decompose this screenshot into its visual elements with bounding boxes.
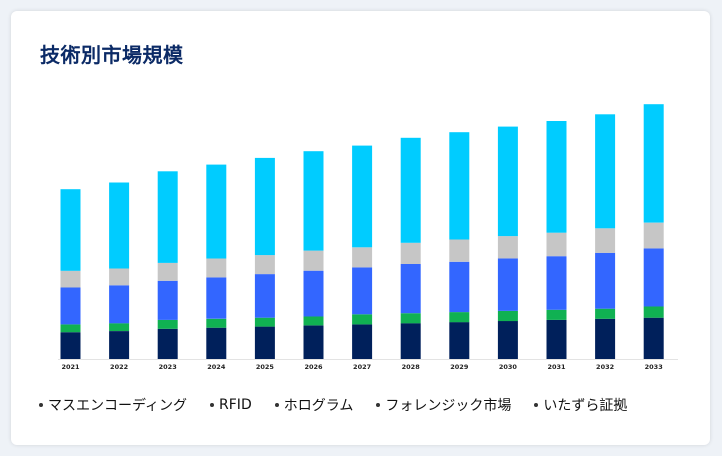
bar-segment-2025-series-2 [254,274,275,318]
x-tick-label: 2030 [499,363,518,371]
stacked-bar-chart: 2021 2022 2023 2024 2025 2026 2027 2028 2029 2030… [58,104,678,371]
x-tick-label: 2021 [61,363,80,371]
bar-segment-2031-series-0 [546,319,567,359]
bar-segment-2032-series-0 [595,318,616,359]
bar-segment-2025-series-4 [254,157,275,256]
bar-segment-2031-series-3 [546,232,567,257]
chart-title: 技術別市場規模 [40,43,184,67]
legend-item: いたずら証拠 [534,395,627,415]
bar-segment-2021-series-3 [60,270,81,288]
x-tick-label: 2032 [596,363,614,371]
bar-segment-2030-series-2 [497,258,518,311]
legend-bullet-icon [210,403,215,407]
x-tick-label: 2031 [547,363,566,371]
bar-segment-2023-series-2 [157,280,178,320]
bar-segment-2033-series-2 [643,248,664,307]
bar-segment-2021-series-1 [60,324,81,333]
bar-segment-2022-series-1 [109,323,130,331]
legend-label: フォレンジック市場 [385,398,512,414]
chart-legend: マスエンコーディング RFID ホログラム フォレンジック市場 いたずら証拠 [39,395,650,415]
bar-segment-2023-series-3 [157,262,178,281]
bar-segment-2026-series-0 [303,325,324,359]
bar-segment-2022-series-2 [109,285,130,324]
bar-segment-2032-series-4 [595,114,616,229]
bar-segment-2031-series-2 [546,256,567,310]
legend-bullet-icon [274,403,279,407]
bar-segment-2027-series-3 [352,247,373,268]
bar-segment-2025-series-3 [254,255,275,275]
bar-segment-2027-series-2 [352,267,373,315]
bar-segment-2028-series-4 [400,137,421,243]
bar-segment-2029-series-3 [449,239,470,262]
bar-segment-2027-series-0 [352,324,373,359]
bar-segment-2026-series-4 [303,151,324,251]
bar-segment-2023-series-0 [157,328,178,359]
bar-segment-2024-series-1 [206,318,227,328]
bar-segment-2023-series-1 [157,319,178,329]
bar-segment-2029-series-4 [449,132,470,240]
legend-label: マスエンコーディング [48,398,188,414]
bar-segment-2021-series-0 [60,332,81,359]
bar-segment-2026-series-3 [303,250,324,271]
bar-segment-2030-series-0 [497,321,518,359]
bar-segment-2028-series-3 [400,242,421,264]
bar-segment-2024-series-2 [206,277,227,319]
bar-segment-2031-series-1 [546,309,567,320]
legend-bullet-icon [39,403,43,407]
bar-segment-2026-series-2 [303,270,324,317]
bar-segment-2029-series-1 [449,312,470,323]
chart-card: 技術別市場規模 2021 2022 2023 2024 2025 2026 2027 2028… [11,11,710,445]
x-tick-label: 2023 [159,363,177,371]
bar-segment-2027-series-4 [352,145,373,248]
bar-segment-2029-series-0 [449,322,470,359]
bar-segment-2021-series-2 [60,287,81,325]
legend-label: いたずら証拠 [543,398,628,414]
bar-segment-2030-series-3 [497,236,518,259]
bar-segment-2032-series-1 [595,308,616,319]
bar-segment-2021-series-4 [60,189,81,271]
legend-item: ホログラム [274,395,354,415]
bar-segment-2033-series-3 [643,222,664,249]
legend-bullet-icon [376,403,381,407]
x-tick-label: 2022 [110,363,128,371]
bar-segment-2024-series-0 [206,327,227,359]
bar-segment-2032-series-3 [595,228,616,253]
bar-segment-2022-series-0 [109,331,130,359]
bar-segment-2028-series-1 [400,313,421,324]
x-tick-label: 2025 [256,363,275,371]
legend-item: RFID [210,397,252,413]
x-tick-label: 2033 [645,363,663,371]
x-tick-label: 2027 [353,363,371,371]
bar-segment-2029-series-2 [449,261,470,313]
bar-segment-2032-series-2 [595,252,616,309]
bar-segment-2028-series-0 [400,323,421,359]
bar-segment-2024-series-4 [206,164,227,259]
legend-item: マスエンコーディング [39,395,187,415]
bar-segment-2028-series-2 [400,264,421,314]
legend-bullet-icon [534,403,539,407]
bar-segment-2030-series-1 [497,311,518,322]
bar-segment-2033-series-1 [643,306,664,318]
legend-label: ホログラム [283,398,354,414]
bar-segment-2033-series-0 [643,317,664,359]
legend-item: フォレンジック市場 [376,395,511,415]
bar-segment-2025-series-0 [254,326,275,359]
bar-segment-2025-series-1 [254,317,275,327]
x-tick-label: 2028 [402,363,421,371]
legend-label: RFID [219,397,252,413]
x-tick-label: 2029 [450,363,469,371]
bar-segment-2024-series-3 [206,258,227,278]
bar-segment-2026-series-1 [303,316,324,326]
bar-segment-2030-series-4 [497,126,518,237]
bar-segment-2022-series-4 [109,182,130,269]
x-tick-label: 2024 [207,363,226,371]
bar-segment-2031-series-4 [546,121,567,233]
bar-segment-2033-series-4 [643,104,664,223]
bar-segment-2022-series-3 [109,268,130,286]
bar-segment-2027-series-1 [352,314,373,325]
bar-segment-2023-series-4 [157,171,178,263]
x-tick-label: 2026 [304,363,323,371]
